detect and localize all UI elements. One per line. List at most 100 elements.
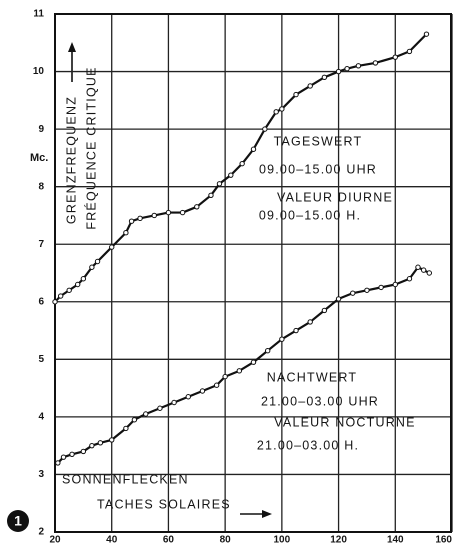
- annotation: 21.00–03.00 H.: [257, 438, 359, 452]
- data-point: [372, 60, 379, 66]
- data-point: [165, 209, 172, 216]
- data-point: [97, 440, 104, 446]
- data-point: [321, 74, 328, 81]
- data-point: [392, 281, 398, 288]
- data-point: [128, 218, 135, 224]
- data-point: [344, 65, 350, 72]
- data-point: [239, 160, 245, 167]
- x-tick-label: 60: [163, 535, 175, 546]
- data-point: [228, 172, 234, 178]
- x-tick-label: 120: [330, 535, 347, 546]
- data-point: [378, 284, 384, 291]
- data-point: [350, 290, 356, 296]
- annotation: VALEUR NOCTURNE: [274, 415, 415, 429]
- data-point: [426, 270, 433, 276]
- y-tick-label: 7: [38, 239, 44, 250]
- data-point: [236, 368, 243, 374]
- data-point: [131, 417, 138, 423]
- data-point: [415, 264, 421, 270]
- y-tick-label: 11: [33, 9, 44, 20]
- y-arrow-head: [68, 42, 76, 52]
- data-point: [222, 373, 228, 380]
- x-tick-label: 20: [49, 535, 61, 546]
- y-tick-label: 4: [38, 412, 44, 423]
- y-tick-label: 9: [38, 124, 44, 135]
- y-axis-label: GRENZFREQUENZ: [64, 96, 78, 224]
- data-point: [250, 146, 257, 152]
- data-point: [80, 448, 87, 455]
- data-point: [273, 109, 279, 115]
- data-point: [151, 212, 157, 219]
- data-point: [157, 405, 163, 411]
- data-point: [55, 460, 61, 466]
- x-axis-label: SONNENFLECKEN: [62, 472, 189, 486]
- data-point: [52, 299, 58, 305]
- data-point: [89, 442, 95, 449]
- data-point: [109, 437, 115, 443]
- data-point: [60, 454, 67, 460]
- x-tick-label: 80: [220, 535, 232, 546]
- data-point: [335, 296, 342, 302]
- x-tick-label: 140: [387, 535, 404, 546]
- data-point: [123, 425, 129, 432]
- data-point: [293, 327, 299, 334]
- data-point: [262, 126, 268, 132]
- data-point: [109, 244, 115, 250]
- x-axis-label: TACHES SOLAIRES: [97, 497, 231, 511]
- data-point: [57, 293, 64, 299]
- y-tick-label: 10: [33, 66, 45, 77]
- data-point: [406, 276, 413, 282]
- annotation: 09.00–15.00 UHR: [259, 162, 377, 176]
- x-tick-label: 160: [435, 535, 452, 546]
- data-point: [279, 106, 285, 112]
- y-axis-label: FRÉQUENCE CRITIQUE: [83, 66, 98, 229]
- annotation: TAGESWERT: [274, 134, 363, 148]
- data-point: [293, 91, 299, 98]
- data-point: [420, 267, 427, 273]
- y-unit: Mc.: [30, 152, 48, 164]
- data-point: [264, 348, 271, 354]
- annotation: VALEUR DIURNE: [277, 190, 393, 204]
- data-point: [279, 336, 285, 342]
- data-point: [364, 287, 370, 293]
- figure-badge: 1: [7, 510, 29, 532]
- x-tick-label: 100: [274, 535, 291, 546]
- data-point: [123, 230, 129, 236]
- y-tick-label: 6: [38, 296, 44, 307]
- x-arrow-head: [262, 510, 272, 518]
- figure-number: 1: [14, 513, 22, 529]
- data-point: [392, 54, 398, 60]
- data-point: [213, 382, 220, 388]
- data-point: [194, 204, 200, 210]
- data-point: [355, 63, 362, 69]
- data-point: [74, 281, 81, 288]
- figure-circle: [7, 510, 29, 532]
- data-point: [321, 307, 328, 314]
- data-point: [199, 388, 206, 394]
- y-tick-label: 3: [38, 469, 44, 480]
- data-point: [208, 192, 214, 199]
- data-point: [307, 83, 313, 89]
- series: [52, 31, 430, 305]
- data-point: [335, 68, 342, 75]
- series: [55, 264, 433, 466]
- y-tick-label: 5: [38, 354, 44, 365]
- data-point: [423, 31, 430, 37]
- data-point: [307, 319, 313, 325]
- annotation: NACHTWERT: [267, 370, 357, 384]
- data-point: [69, 451, 75, 457]
- annotation: 21.00–03.00 UHR: [261, 394, 379, 408]
- y-tick-label: 8: [38, 181, 44, 192]
- data-point: [171, 399, 177, 406]
- data-point: [185, 394, 191, 400]
- data-point: [94, 258, 101, 265]
- data-point: [80, 276, 87, 282]
- data-point: [216, 181, 223, 187]
- data-point: [179, 209, 186, 216]
- series-line: [57, 266, 430, 464]
- data-point: [66, 287, 72, 293]
- y-tick-label: 2: [38, 527, 44, 538]
- data-point: [143, 411, 149, 417]
- data-point: [406, 48, 413, 55]
